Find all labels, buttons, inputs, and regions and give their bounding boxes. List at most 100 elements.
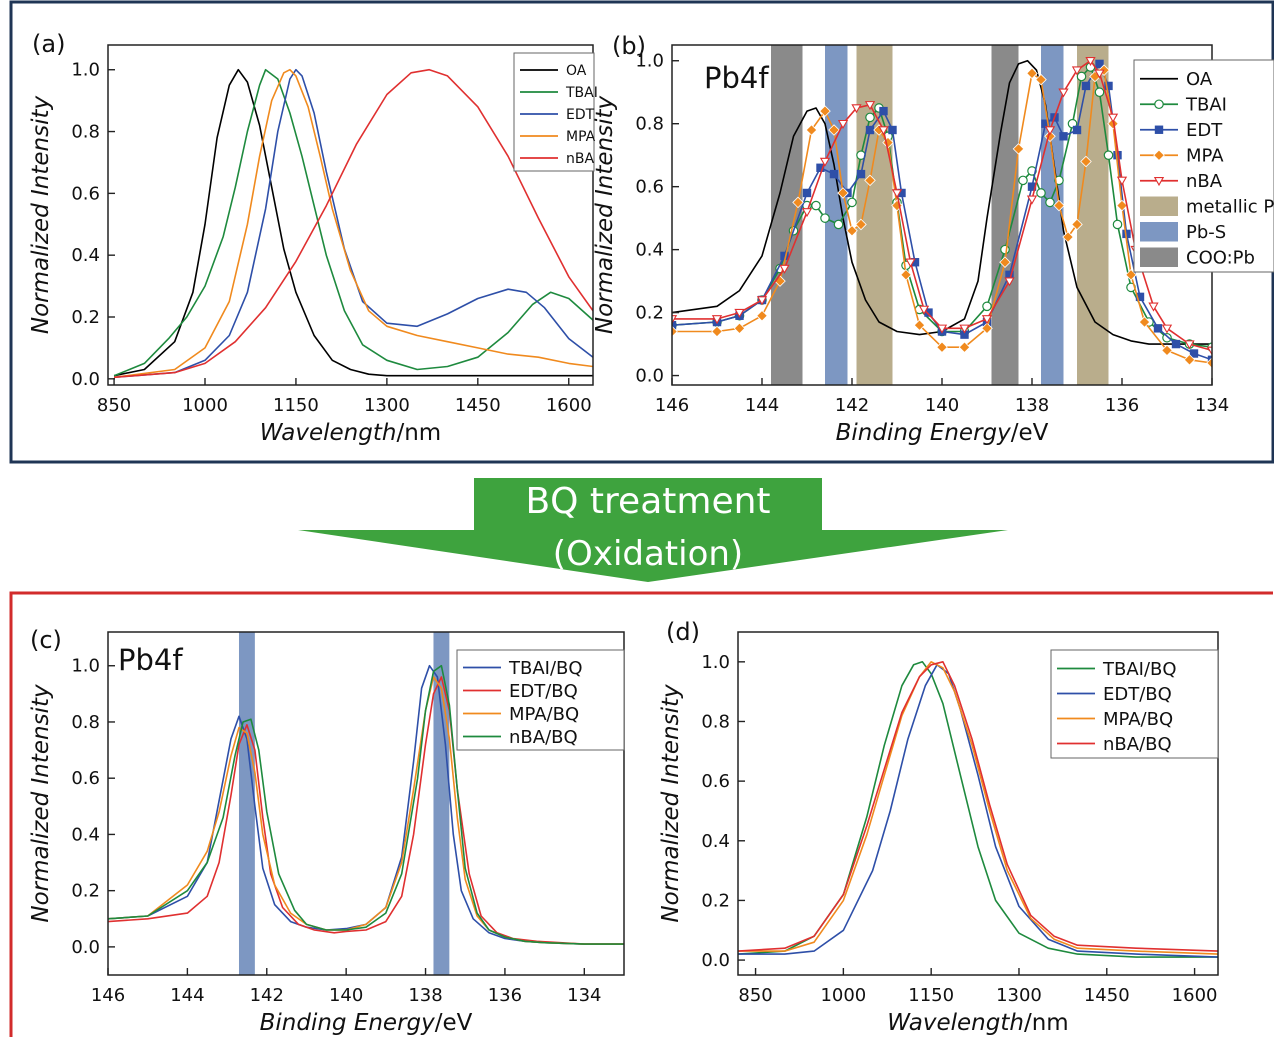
legend-label-nba-bq: nBA/BQ [509,727,578,748]
data-point-nba [1184,340,1195,350]
legend-label-tbai: TBAI [565,85,598,101]
data-point-nba [1085,56,1096,67]
x-axis-label: Wavelength/nm [260,420,441,446]
data-point-edt [1027,182,1037,191]
series-line-nba-bq [738,661,1218,952]
data-point-tbai [982,301,992,312]
legend-label-nba: nBA [566,151,594,167]
data-point-mpa [1071,218,1083,231]
series-line-nba [114,68,593,379]
legend-marker-tbai [1154,99,1164,110]
data-point-mpa [1183,354,1196,366]
data-point-nba [1058,88,1069,98]
data-point-edt [924,308,933,317]
y-tick-label: 0.6 [71,183,100,204]
data-point-mpa [1026,67,1038,80]
x-tick-label: 146 [655,395,689,416]
legend-label-edt-bq: EDT/BQ [1103,684,1172,705]
data-point-nba [1148,302,1159,312]
legend-swatch-pb-s [1140,222,1178,242]
plot-frame [107,631,625,976]
x-axis-label-unit: /eV [1011,420,1049,446]
data-point-edt [829,169,839,179]
legend-label-nba: nBA [1186,171,1223,192]
panel-c: 146 144 142 140 138 136 134 0.0 0.2 0.4 0.6 0.8 1.0 B… [28,626,625,1036]
band-pb-s-1 [1041,45,1064,385]
y-tick-label: 0.6 [701,771,730,792]
data-point-tbai [1094,87,1105,98]
legend-label-nba-bq: nBA/BQ [1103,734,1172,755]
data-point-mpa [1012,143,1025,155]
x-axis-label-quantity: Wavelength [887,1010,1024,1036]
plot-frame [107,44,594,386]
y-tick-label: 0.4 [635,240,664,261]
x-tick-label: 140 [925,395,959,416]
data-point-edt [1135,292,1145,302]
series-line-tbai [113,68,593,377]
bottom-frame [9,591,1273,1037]
data-point-mpa [1206,357,1212,369]
x-tick-label: 1450 [455,395,501,416]
panel-label: (b) [612,32,646,60]
series-line-edt [114,68,593,379]
y-axis-label: Normalized Intensity [658,684,684,923]
data-point-mpa [864,174,876,187]
x-axis-label-unit: /nm [1024,1010,1069,1036]
x-axis-label: Wavelength/nm [887,1010,1068,1036]
x-tick-label: 1000 [182,395,228,416]
panel-label: (c) [30,626,62,654]
panel-label: (d) [666,618,700,646]
data-point-edt [1122,229,1131,239]
data-point-mpa [1062,231,1074,243]
y-tick-label: 0.2 [71,307,100,328]
data-point-mpa [981,322,993,335]
x-tick-label: 1600 [1172,985,1218,1006]
data-point-edt [1153,324,1163,333]
banner-line2: (Oxidation) [553,534,743,574]
x-tick-label: 140 [329,985,363,1006]
data-point-tbai [811,200,821,211]
data-point-mpa [900,269,912,281]
data-point-tbai [1112,219,1123,230]
data-point-edt [802,188,812,198]
data-point-nba [981,315,993,325]
data-point-nba [1094,69,1105,79]
data-point-mpa [711,325,723,338]
data-point-mpa [756,309,768,322]
series-line-edt-bq [108,676,624,945]
y-tick-label: 1.0 [71,60,100,81]
data-point-edt [1104,81,1113,91]
data-point-nba [959,324,970,334]
x-tick-label: 1300 [996,985,1042,1006]
data-point-nba [1004,277,1015,287]
data-point-edt [1081,81,1091,91]
data-point-nba [878,126,889,136]
y-axis-label: Normalized Intensity [28,684,54,923]
legend-label-coo-pb: COO:Pb [1186,248,1255,269]
plot-area [108,664,624,945]
x-axis-label-quantity: Binding Energy [260,1010,436,1036]
arrow-banner [298,478,1008,582]
data-point-tbai [1076,71,1087,82]
x-axis-label: Binding Energy/eV [836,420,1049,446]
band-highlight-1 [433,632,450,975]
data-point-edt [672,320,677,330]
x-tick-label: 1150 [908,985,954,1006]
legend-label-edt: EDT [1186,120,1223,141]
legend-marker-mpa [1153,149,1165,162]
data-point-tbai [833,219,844,230]
panel-b: 146 144 142 140 138 136 134 0.0 0.2 0.4 0.6 0.8 1.0 B… [592,32,1274,446]
series-line-oa [113,68,593,377]
legend-label-mpa-bq: MPA/BQ [1103,709,1173,730]
data-point-nba [672,315,678,325]
data-point-nba [891,189,903,199]
data-point-nba [801,208,813,218]
data-point-mpa [958,341,971,353]
x-tick-label: 144 [745,395,779,416]
y-tick-label: 0.8 [635,114,664,135]
series-line-nba-bq [108,664,624,945]
data-point-tbai [1045,197,1055,208]
data-point-edt [816,163,825,172]
